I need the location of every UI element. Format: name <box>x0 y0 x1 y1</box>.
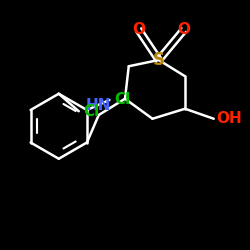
Text: O: O <box>132 22 145 38</box>
Text: Cl: Cl <box>84 104 100 119</box>
Text: O: O <box>177 22 190 38</box>
Text: S: S <box>153 51 165 69</box>
Text: HN: HN <box>86 98 112 112</box>
Text: Cl: Cl <box>114 92 131 108</box>
Text: OH: OH <box>216 111 242 126</box>
